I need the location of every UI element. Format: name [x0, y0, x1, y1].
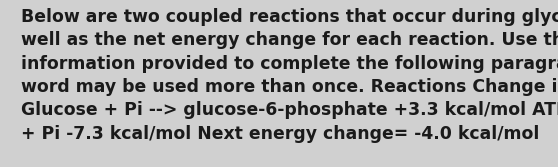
Text: Below are two coupled reactions that occur during glycolysis, as
well as the net: Below are two coupled reactions that occ… [21, 8, 558, 143]
